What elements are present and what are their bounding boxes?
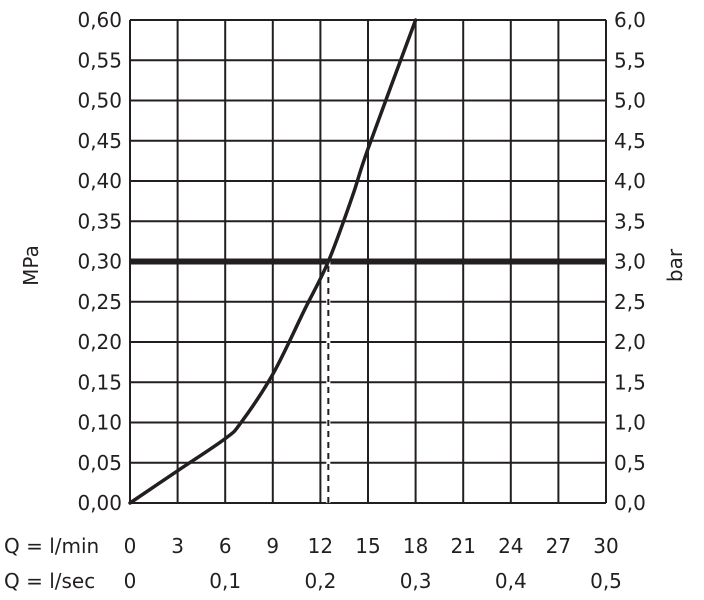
x-tick-label-primary: 24 [498, 534, 523, 558]
x-tick-label-secondary: 0,3 [400, 569, 432, 593]
y-tick-label-right: 6,0 [614, 8, 646, 32]
x-tick-label-primary: 3 [171, 534, 184, 558]
y-tick-label-left: 0,50 [77, 89, 122, 113]
x-axis-label-primary: Q = l/min [4, 534, 99, 558]
y-tick-label-right: 2,5 [614, 290, 646, 314]
y-tick-label-right: 0,5 [614, 451, 646, 475]
y-tick-label-left: 0,10 [77, 411, 122, 435]
y-tick-label-left: 0,25 [77, 290, 122, 314]
x-tick-label-secondary: 0,5 [590, 569, 622, 593]
y-tick-label-left: 0,60 [77, 8, 122, 32]
x-tick-label-secondary: 0 [124, 569, 137, 593]
x-tick-label-primary: 21 [450, 534, 475, 558]
y-tick-label-left: 0,30 [77, 250, 122, 274]
y-tick-label-right: 4,0 [614, 169, 646, 193]
y-tick-label-left: 0,35 [77, 209, 122, 233]
x-tick-label-primary: 12 [308, 534, 333, 558]
y-tick-label-right: 2,0 [614, 330, 646, 354]
y-axis-label-left: MPa [19, 245, 43, 286]
x-tick-label-secondary: 0,4 [495, 569, 527, 593]
y-tick-label-right: 5,5 [614, 48, 646, 72]
y-tick-label-left: 0,05 [77, 451, 122, 475]
x-tick-label-secondary: 0,2 [304, 569, 336, 593]
x-tick-label-primary: 15 [355, 534, 380, 558]
y-axis-label-right: bar [663, 248, 687, 282]
y-tick-label-left: 0,15 [77, 370, 122, 394]
series-line [128, 18, 418, 505]
y-tick-label-right: 5,0 [614, 89, 646, 113]
x-tick-label-primary: 6 [219, 534, 232, 558]
y-tick-label-left: 0,55 [77, 48, 122, 72]
y-tick-label-left: 0,00 [77, 491, 122, 515]
x-tick-label-primary: 30 [593, 534, 618, 558]
x-tick-label-primary: 9 [266, 534, 279, 558]
x-tick-label-secondary: 0,1 [209, 569, 241, 593]
x-axis-label-secondary: Q = l/sec [4, 569, 95, 593]
y-tick-label-left: 0,45 [77, 129, 122, 153]
y-tick-label-right: 4,5 [614, 129, 646, 153]
x-tick-label-primary: 27 [546, 534, 571, 558]
y-tick-label-right: 1,5 [614, 370, 646, 394]
y-tick-label-right: 0,0 [614, 491, 646, 515]
x-tick-label-primary: 0 [124, 534, 137, 558]
y-tick-label-left: 0,20 [77, 330, 122, 354]
y-tick-label-right: 3,5 [614, 209, 646, 233]
y-tick-label-right: 1,0 [614, 411, 646, 435]
x-tick-label-primary: 18 [403, 534, 428, 558]
y-tick-label-left: 0,40 [77, 169, 122, 193]
y-tick-label-right: 3,0 [614, 250, 646, 274]
